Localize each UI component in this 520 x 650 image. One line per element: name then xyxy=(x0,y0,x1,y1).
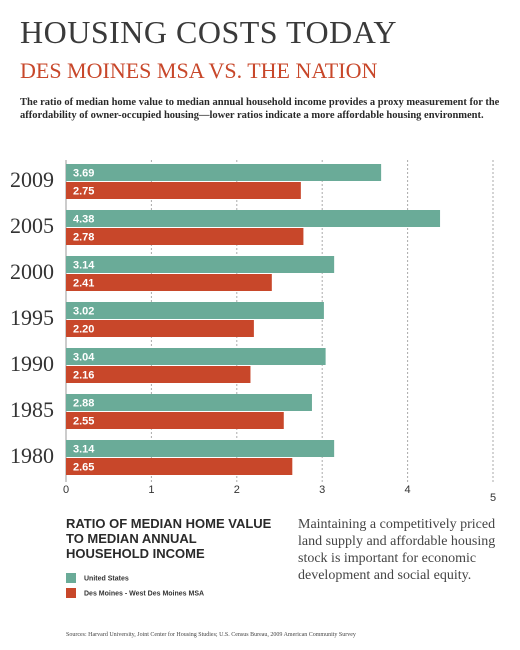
bar xyxy=(66,256,335,273)
value-label: 3.02 xyxy=(73,305,94,317)
x-tick-label: 4 xyxy=(405,484,411,496)
value-label: 3.14 xyxy=(73,259,95,271)
sources: Sources: Harvard University, Joint Cente… xyxy=(66,632,356,638)
value-label: 2.78 xyxy=(73,231,94,243)
bar xyxy=(66,210,441,227)
value-label: 3.04 xyxy=(73,351,95,363)
value-label: 3.14 xyxy=(73,443,95,455)
bar xyxy=(66,164,382,181)
bar xyxy=(66,274,272,291)
bar xyxy=(66,412,284,429)
y-tick-label: 1990 xyxy=(10,351,54,376)
value-label: 2.20 xyxy=(73,323,94,335)
legend-label: Des Moines - West Des Moines MSA xyxy=(84,590,204,597)
note: Maintaining a competitively priced land … xyxy=(298,517,496,583)
description: The ratio of median home value to median… xyxy=(20,97,500,121)
y-tick-label: 2009 xyxy=(10,167,54,192)
bar xyxy=(66,228,304,245)
x-tick-label: 5 xyxy=(490,492,496,504)
value-label: 2.16 xyxy=(73,369,94,381)
bar xyxy=(66,394,312,411)
legend-label: United States xyxy=(84,575,129,582)
bar xyxy=(66,458,293,475)
x-tick-label: 0 xyxy=(63,484,69,496)
chart-title: HOUSING COSTS TODAY xyxy=(20,14,397,50)
bar xyxy=(66,302,324,319)
value-label: 4.38 xyxy=(73,213,94,225)
x-tick-label: 2 xyxy=(234,484,240,496)
value-label: 2.65 xyxy=(73,461,94,473)
value-label: 2.55 xyxy=(73,415,94,427)
bar xyxy=(66,440,335,457)
y-tick-label: 2005 xyxy=(10,213,54,238)
y-tick-label: 1995 xyxy=(10,305,54,330)
legend-swatch xyxy=(66,573,76,583)
value-label: 3.69 xyxy=(73,167,94,179)
value-label: 2.75 xyxy=(73,185,94,197)
y-tick-label: 1985 xyxy=(10,397,54,422)
y-tick-label: 2000 xyxy=(10,259,54,284)
bar xyxy=(66,366,251,383)
x-tick-label: 3 xyxy=(319,484,325,496)
bar xyxy=(66,182,301,199)
x-tick-label: 1 xyxy=(148,484,154,496)
bar xyxy=(66,348,326,365)
chart-subtitle: DES MOINES MSA VS. THE NATION xyxy=(20,58,378,83)
bar xyxy=(66,320,254,337)
measure-label: RATIO OF MEDIAN HOME VALUE TO MEDIAN ANN… xyxy=(66,516,272,561)
value-label: 2.88 xyxy=(73,397,94,409)
legend-swatch xyxy=(66,588,76,598)
value-label: 2.41 xyxy=(73,277,94,289)
y-tick-label: 1980 xyxy=(10,443,54,468)
